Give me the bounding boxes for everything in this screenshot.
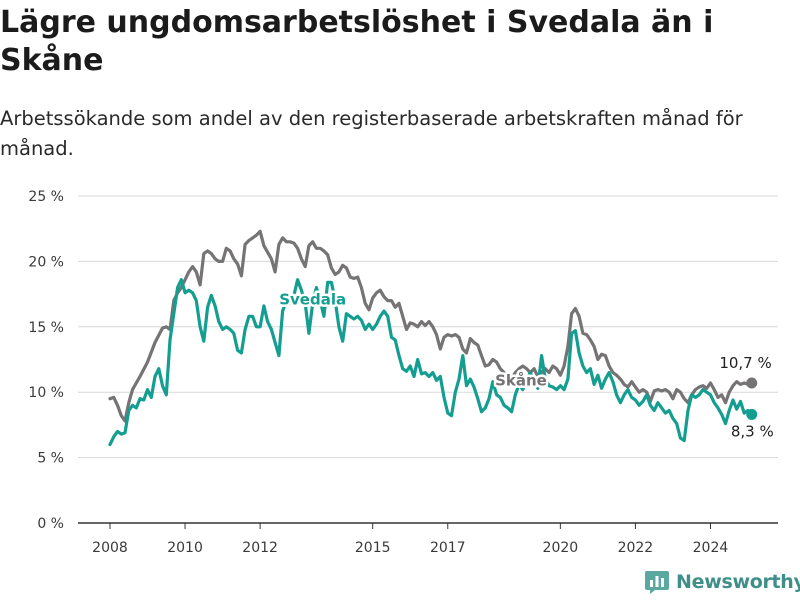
grid-layer xyxy=(78,195,778,524)
newsworthy-logo-icon xyxy=(645,571,669,594)
end-value-label: 10,7 % xyxy=(719,354,771,372)
y-tick-label: 20 % xyxy=(28,254,64,270)
y-tick-label: 0 % xyxy=(37,516,64,532)
x-tick-label: 2012 xyxy=(242,540,278,556)
chart-subtitle: Arbetssökande som andel av den registerb… xyxy=(0,107,743,160)
chart-title: Lägre ungdomsarbetslöshet i Svedala än i… xyxy=(0,5,714,78)
series-name-label: Svedala xyxy=(279,291,346,309)
y-tick-label: 15 % xyxy=(28,320,64,336)
end-point-skne xyxy=(746,377,758,389)
x-tick-label: 2020 xyxy=(543,540,579,556)
axis-layer: 0 % 5 % 10 % 15 % 20 % 25 % 2008 2010 2012 2015 20… xyxy=(28,189,728,556)
y-tick-label: 10 % xyxy=(28,385,64,401)
x-tick-label: 2022 xyxy=(618,540,654,556)
series-name-label: Skåne xyxy=(495,372,547,390)
end-point-svedala xyxy=(746,408,758,420)
x-tick-label: 2010 xyxy=(167,540,203,556)
series-layer xyxy=(108,229,754,447)
x-tick-label: 2017 xyxy=(430,540,466,556)
newsworthy-brand: Newsworthy xyxy=(644,568,800,596)
end-value-label: 8,3 % xyxy=(731,422,774,440)
y-tick-label: 5 % xyxy=(37,451,64,467)
x-tick-label: 2008 xyxy=(92,540,128,556)
x-tick-label: 2015 xyxy=(355,540,391,556)
brand-name: Newsworthy xyxy=(676,571,800,593)
y-tick-label: 25 % xyxy=(28,189,64,205)
label-layer: 10,7 % 8,3 % Skåne Svedala xyxy=(277,288,774,440)
series-line-svedala xyxy=(108,278,754,447)
x-tick-label: 2024 xyxy=(693,540,729,556)
